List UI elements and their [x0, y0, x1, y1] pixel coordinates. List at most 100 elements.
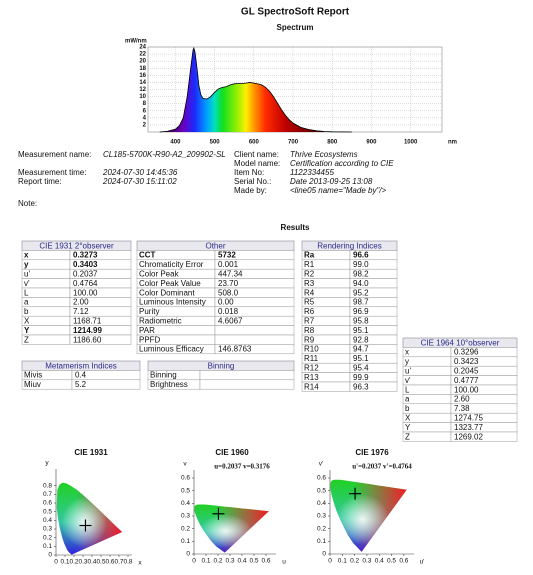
table-cell: [450, 431, 518, 442]
y-tick-label: 0.8: [43, 482, 52, 489]
row-value: 95.1: [353, 354, 369, 363]
x-tick-label: 0.5: [387, 558, 396, 565]
x-tick-label: 0: [192, 558, 196, 565]
table-cell: [214, 325, 295, 336]
row-label: R6: [304, 307, 315, 316]
row-label: R1: [304, 260, 315, 269]
y-tick-label: 0.6: [43, 500, 52, 507]
info-label: Made by:: [234, 186, 267, 195]
table-cell: [402, 347, 452, 358]
y-tick-label: 0: [322, 551, 326, 558]
y-tick-label: 0.5: [317, 487, 326, 494]
cie-title: CIE 1931: [74, 448, 108, 457]
x-tick-label: 0.2: [213, 558, 222, 565]
y-tick-label: 12: [139, 87, 146, 93]
row-label: x: [24, 251, 29, 260]
row-label: Z: [24, 335, 29, 344]
row-value: 0.00: [218, 298, 234, 307]
row-value: 94.7: [353, 345, 369, 354]
table-cell: [199, 370, 295, 381]
row-value: 100.00: [454, 385, 479, 394]
white-point: [212, 507, 225, 520]
y-tick-label: 0.6: [181, 475, 190, 482]
row-value: 0.3296: [454, 348, 479, 357]
row-value: 7.38: [454, 404, 470, 413]
row-value: 0.3423: [454, 357, 479, 366]
y-tick-label: 0.4: [317, 500, 326, 507]
x-tick-label: 0.6: [399, 558, 408, 565]
y-tick-label: 0.3: [317, 513, 326, 520]
row-value: 4.6067: [218, 317, 243, 326]
row-label: u': [24, 270, 30, 279]
y-tick-label: 22: [139, 52, 146, 58]
row-label: Luminous Efficacy: [139, 345, 204, 354]
info-value: Thrive Ecosystems: [290, 150, 358, 159]
row-label: y: [24, 260, 29, 269]
row-value: 5732: [218, 251, 236, 260]
x-axis-label: nm: [448, 140, 457, 146]
row-label: Purity: [139, 307, 159, 316]
white-point: [349, 487, 362, 500]
row-label: Luminous Intensity: [139, 298, 206, 307]
row-value: 1186.60: [73, 335, 102, 344]
row-label: PAR: [139, 326, 155, 335]
x-tick-label: 0.4: [87, 559, 96, 566]
gamut: [194, 504, 269, 553]
row-label: R2: [304, 270, 315, 279]
x-tick-label: 0.8: [123, 559, 132, 566]
report-title: GL SpectroSoft Report: [241, 7, 350, 18]
x-tick-label: 0.5: [96, 559, 105, 566]
row-value: 1274.75: [454, 414, 483, 423]
x-tick-label: 0.3: [362, 558, 371, 565]
axis-label: u: [282, 559, 286, 566]
row-label: a: [405, 395, 410, 404]
row-value: 0.4764: [73, 279, 98, 288]
y-tick-label: 0.2: [181, 525, 190, 532]
info-value: 2024-07-30 15:11:02: [102, 177, 177, 186]
info-label: Client name:: [234, 150, 279, 159]
row-label: R5: [304, 298, 315, 307]
note-label: Note:: [18, 199, 37, 208]
y-tick-label: 14: [139, 80, 146, 86]
gamut: [330, 479, 407, 552]
row-label: X: [405, 414, 411, 423]
cie-title: CIE 1976: [355, 448, 389, 457]
row-value: 0.3403: [73, 260, 98, 269]
row-value: 7.12: [73, 307, 89, 316]
row-value: 96.9: [353, 307, 369, 316]
table-title: Binning: [208, 361, 235, 370]
row-label: CCT: [139, 251, 156, 260]
row-label: R8: [304, 326, 315, 335]
y-tick-label: 0.5: [181, 487, 190, 494]
row-value: 0.018: [218, 307, 239, 316]
info-label: Model name:: [234, 159, 280, 168]
row-label: y: [405, 357, 409, 366]
row-value: 1214.99: [73, 326, 102, 335]
x-tick-label: 0.2: [350, 558, 359, 565]
table-cell: [21, 287, 71, 298]
row-value: 447.34: [218, 270, 243, 279]
row-value: 2.60: [454, 395, 470, 404]
table-cell: [199, 379, 295, 390]
row-value: 0.4777: [454, 376, 479, 385]
row-value: 98.2: [353, 270, 369, 279]
row-label: Color Peak: [139, 270, 180, 279]
x-tick-label: 0.1: [201, 558, 210, 565]
row-label: R11: [304, 354, 319, 363]
axis-label: v': [319, 461, 324, 468]
info-value: CL185-5700K-R90-A2_209902-SL: [103, 150, 226, 159]
x-tick-label: 0.3: [78, 559, 87, 566]
x-tick-label: 400: [170, 140, 181, 146]
info-label: Measurement time:: [18, 168, 86, 177]
table-cell: [402, 384, 452, 395]
table-title: CIE 1931 2°observer: [39, 241, 114, 250]
row-value: 95.1: [353, 326, 369, 335]
info-label: Serial No.:: [234, 177, 271, 186]
row-value: 23.70: [218, 279, 239, 288]
table-title: CIE 1964 10°observer: [421, 338, 500, 347]
table-cell: [21, 297, 71, 308]
row-label: L: [405, 385, 410, 394]
x-tick-label: 700: [288, 140, 299, 146]
row-label: PPFD: [139, 335, 161, 344]
